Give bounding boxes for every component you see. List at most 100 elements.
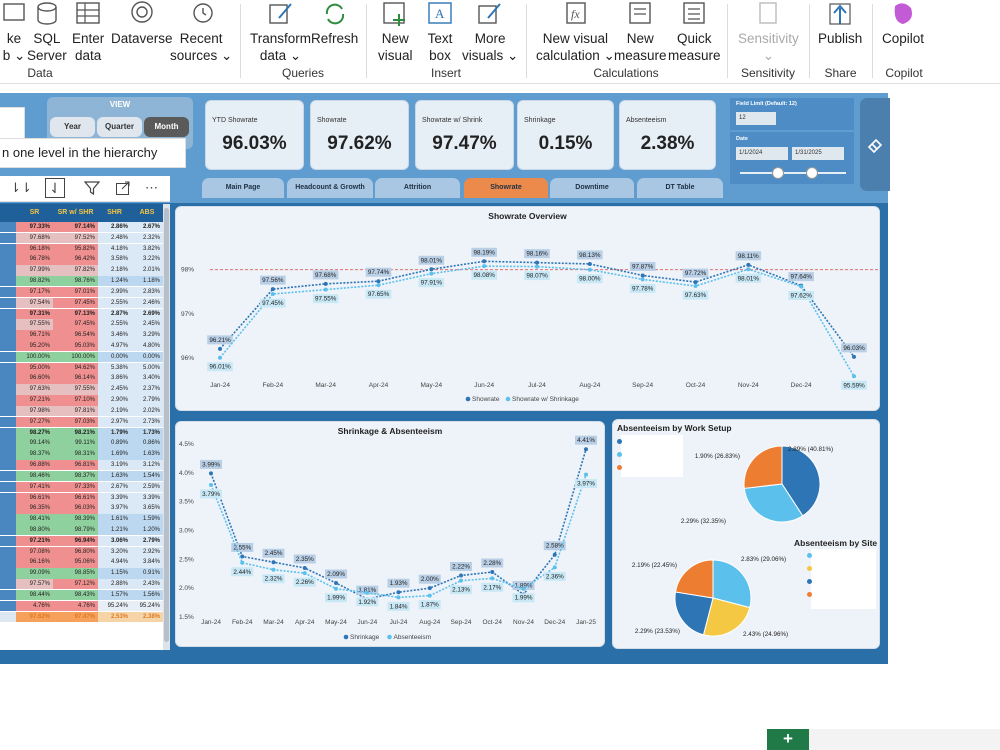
make-web-button[interactable]: ke b ⌄ bbox=[0, 0, 28, 64]
drill-down-icon[interactable]: ⇂⇂ bbox=[10, 180, 32, 195]
data-point[interactable] bbox=[640, 277, 645, 282]
enter-data-button[interactable]: Enter data bbox=[72, 0, 104, 64]
tab-showrate[interactable]: Showrate bbox=[464, 178, 548, 198]
data-point[interactable] bbox=[799, 284, 804, 289]
data-point[interactable] bbox=[396, 595, 401, 600]
data-point[interactable] bbox=[396, 590, 401, 595]
data-point[interactable] bbox=[429, 271, 434, 276]
data-point[interactable] bbox=[459, 573, 463, 578]
expand-hierarchy-icon[interactable]: ⇃ bbox=[45, 178, 65, 198]
data-point[interactable] bbox=[746, 267, 751, 272]
table-row[interactable]: 96.16% 95.06% 4.94% 3.84% bbox=[0, 557, 163, 568]
table-row[interactable]: 97.27% 97.03% 2.97% 2.73% bbox=[0, 416, 163, 428]
focus-mode-icon[interactable] bbox=[115, 180, 131, 199]
table-row[interactable]: 97.57% 97.12% 2.88% 2.43% bbox=[0, 579, 163, 590]
table-row[interactable]: 95.20% 95.03% 4.97% 4.80% bbox=[0, 341, 163, 352]
data-point[interactable] bbox=[271, 560, 276, 565]
data-point[interactable] bbox=[587, 267, 592, 272]
publish-button[interactable]: Publish bbox=[818, 0, 862, 47]
data-point[interactable] bbox=[535, 260, 539, 265]
data-point[interactable] bbox=[852, 374, 856, 379]
table-row[interactable]: 97.63% 97.55% 2.45% 2.37% bbox=[0, 384, 163, 395]
table-row[interactable]: 97.99% 97.82% 2.18% 2.01% bbox=[0, 265, 163, 276]
data-point[interactable] bbox=[746, 262, 751, 267]
add-page-button[interactable]: + bbox=[767, 729, 809, 750]
table-row[interactable]: 96.78% 96.42% 3.58% 3.22% bbox=[0, 254, 163, 265]
table-row[interactable]: 4.76% 4.76% 95.24% 95.24% bbox=[0, 600, 163, 612]
table-row[interactable]: 98.46% 98.37% 1.63% 1.54% bbox=[0, 470, 163, 482]
data-point[interactable] bbox=[271, 567, 276, 572]
side-panel-toggle[interactable] bbox=[860, 98, 890, 191]
more-options-icon[interactable]: ⋯ bbox=[145, 180, 158, 195]
data-point[interactable] bbox=[240, 554, 245, 559]
field-limit-input[interactable]: 12 bbox=[736, 112, 776, 125]
pie-slice[interactable] bbox=[674, 591, 714, 636]
data-point[interactable] bbox=[693, 280, 698, 285]
table-row[interactable]: 96.71% 96.54% 3.46% 3.29% bbox=[0, 330, 163, 341]
data-point[interactable] bbox=[852, 354, 856, 359]
new-measure-button[interactable]: New measure bbox=[614, 0, 667, 64]
table-row[interactable]: 100.00% 100.00% 0.00% 0.00% bbox=[0, 351, 163, 363]
table-row[interactable]: 98.80% 98.79% 1.21% 1.20% bbox=[0, 524, 163, 536]
tab-headcount-growth[interactable]: Headcount & Growth bbox=[287, 178, 373, 198]
table-row[interactable]: 98.37% 98.31% 1.69% 1.63% bbox=[0, 449, 163, 460]
data-point[interactable] bbox=[490, 570, 495, 575]
table-row[interactable]: 98.41% 98.39% 1.61% 1.59% bbox=[0, 514, 163, 525]
data-point[interactable] bbox=[482, 264, 487, 269]
pie-slice[interactable] bbox=[743, 483, 804, 523]
view-year-button[interactable]: Year bbox=[50, 117, 95, 137]
tab-dt-table[interactable]: DT Table bbox=[637, 178, 723, 198]
pie-slice[interactable] bbox=[702, 597, 751, 637]
date-from-input[interactable]: 1/1/2024 bbox=[736, 147, 788, 160]
date-to-input[interactable]: 1/31/2025 bbox=[792, 147, 844, 160]
tab-main-page[interactable]: Main Page bbox=[202, 178, 284, 198]
pie-slice[interactable] bbox=[743, 445, 783, 489]
sensitivity-button[interactable]: Sensitivity ⌄ bbox=[738, 0, 799, 64]
data-point[interactable] bbox=[584, 472, 588, 477]
data-point[interactable] bbox=[535, 264, 539, 269]
data-point[interactable] bbox=[376, 283, 381, 288]
table-row[interactable]: 98.44% 98.43% 1.57% 1.56% bbox=[0, 589, 163, 601]
data-point[interactable] bbox=[552, 552, 557, 557]
table-row[interactable]: 96.35% 96.03% 3.97% 3.65% bbox=[0, 503, 163, 514]
data-point[interactable] bbox=[584, 447, 588, 452]
table-row[interactable]: 97.98% 97.81% 2.19% 2.02% bbox=[0, 405, 163, 417]
tab-downtime[interactable]: Downtime bbox=[550, 178, 634, 198]
recent-sources-button[interactable]: Recent sources ⌄ bbox=[170, 0, 232, 64]
table-row[interactable]: 97.21% 97.10% 2.90% 2.79% bbox=[0, 395, 163, 406]
data-point[interactable] bbox=[429, 267, 434, 272]
data-point[interactable] bbox=[693, 284, 698, 289]
data-point[interactable] bbox=[302, 571, 307, 576]
sql-server-button[interactable]: SQL Server bbox=[27, 0, 67, 64]
view-month-button[interactable]: Month bbox=[144, 117, 189, 137]
table-row[interactable]: 96.18% 95.82% 4.18% 3.82% bbox=[0, 243, 163, 255]
table-row[interactable]: 97.55% 97.45% 2.55% 2.45% bbox=[0, 319, 163, 330]
new-visual-button[interactable]: New visual bbox=[378, 0, 413, 64]
data-point[interactable] bbox=[323, 287, 328, 292]
scrollbar-thumb[interactable] bbox=[164, 208, 169, 642]
table-row[interactable]: 98.27% 98.21% 1.79% 1.73% bbox=[0, 427, 163, 438]
data-point[interactable] bbox=[302, 565, 307, 570]
data-point[interactable] bbox=[334, 586, 338, 591]
data-point[interactable] bbox=[640, 273, 645, 278]
table-row[interactable]: 97.62% 97.47% 2.53% 2.38% bbox=[0, 611, 163, 622]
data-point[interactable] bbox=[218, 355, 222, 360]
tab-attrition[interactable]: Attrition bbox=[375, 178, 460, 198]
table-row[interactable]: 97.21% 96.94% 3.06% 2.79% bbox=[0, 535, 163, 547]
table-row[interactable]: 97.54% 97.45% 2.55% 2.46% bbox=[0, 297, 163, 309]
column-header[interactable]: SR w/ SHR bbox=[57, 209, 94, 216]
table-row[interactable]: 97.68% 97.52% 2.48% 2.32% bbox=[0, 232, 163, 244]
column-header[interactable]: SR bbox=[29, 209, 40, 216]
data-point[interactable] bbox=[459, 578, 463, 583]
table-row[interactable]: 97.17% 97.01% 2.99% 2.83% bbox=[0, 286, 163, 298]
more-visuals-button[interactable]: More visuals ⌄ bbox=[462, 0, 518, 64]
data-point[interactable] bbox=[240, 560, 245, 565]
table-row[interactable]: 97.41% 97.33% 2.67% 2.59% bbox=[0, 481, 163, 493]
table-row[interactable]: 97.33% 97.14% 2.86% 2.67% bbox=[0, 222, 163, 233]
data-point[interactable] bbox=[218, 346, 222, 351]
quick-measure-button[interactable]: Quick measure bbox=[668, 0, 721, 64]
view-quarter-button[interactable]: Quarter bbox=[97, 117, 142, 137]
date-slider-handle-start[interactable] bbox=[772, 167, 784, 179]
new-visual-calculation-button[interactable]: fx New visual calculation ⌄ bbox=[536, 0, 615, 64]
table-row[interactable]: 96.61% 96.61% 3.39% 3.39% bbox=[0, 492, 163, 503]
